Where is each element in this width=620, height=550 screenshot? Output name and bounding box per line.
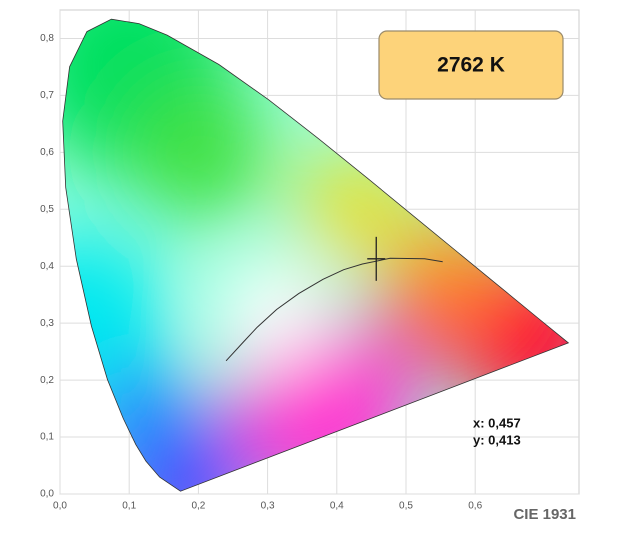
cct-label: 2762 K: [437, 54, 505, 77]
y-tick-label: 0,0: [40, 489, 54, 500]
y-tick-label: 0,2: [40, 375, 54, 386]
x-tick-label: 0,3: [261, 501, 275, 512]
x-tick-label: 0,6: [468, 501, 482, 512]
cct-box: [378, 30, 564, 100]
planckian-locus: [225, 257, 443, 362]
spectral-locus: [62, 18, 570, 492]
chart-title: CIE 1931: [513, 506, 576, 523]
x-tick-label: 0,4: [330, 501, 344, 512]
y-tick-label: 0,5: [40, 204, 54, 215]
y-tick-label: 0,7: [40, 90, 54, 101]
x-tick-label: 0,5: [399, 501, 413, 512]
x-tick-label: 0,1: [122, 501, 136, 512]
x-tick-label: 0,0: [53, 501, 67, 512]
y-tick-label: 0,8: [40, 33, 54, 44]
y-tick-label: 0,1: [40, 432, 54, 443]
color-blob: [128, 82, 269, 223]
y-coordinate: y: 0,413: [473, 432, 521, 447]
y-tick-label: 0,3: [40, 318, 54, 329]
x-tick-label: 0,2: [191, 501, 205, 512]
y-tick-label: 0,4: [40, 261, 54, 272]
x-coordinate: x: 0,457: [473, 415, 521, 430]
y-tick-label: 0,6: [40, 147, 54, 158]
